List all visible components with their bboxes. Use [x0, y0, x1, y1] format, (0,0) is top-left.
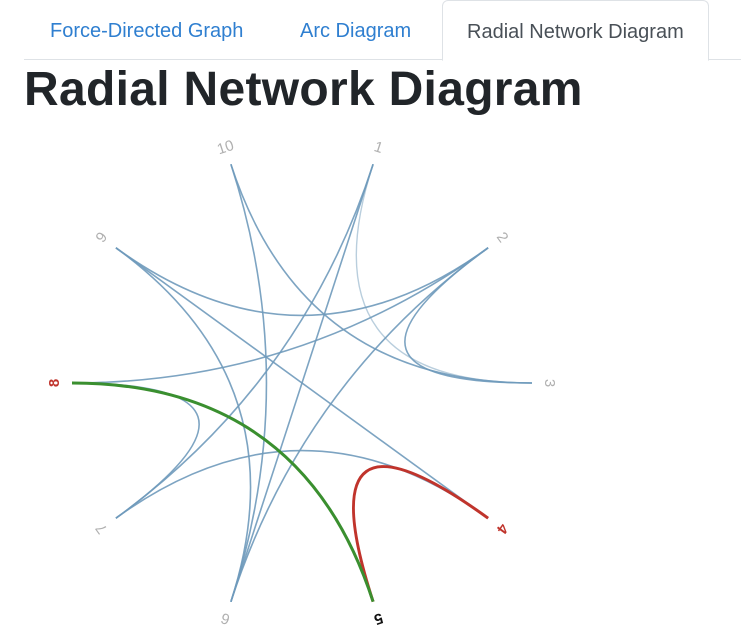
tab-arc-diagram[interactable]: Arc Diagram	[300, 20, 412, 42]
tab-bar: Force-Directed Graph Arc Diagram Radial …	[24, 0, 741, 61]
link-2-3	[404, 247, 533, 384]
link-4-7	[115, 449, 489, 519]
link-3-10	[230, 164, 533, 384]
tab-force-directed-graph[interactable]: Force-Directed Graph	[50, 20, 244, 42]
node-label-5[interactable]: 5	[372, 609, 385, 628]
link-6-10	[230, 164, 268, 602]
tab-radial-network-diagram[interactable]: Radial Network Diagram	[442, 0, 709, 61]
node-label-7[interactable]: 7	[92, 520, 111, 537]
node-label-3[interactable]: 3	[541, 379, 558, 387]
link-5-8	[71, 381, 375, 603]
link-1-3	[355, 164, 533, 384]
node-label-9[interactable]: 9	[92, 229, 111, 246]
links-group	[71, 164, 533, 603]
node-label-2[interactable]: 2	[493, 229, 512, 246]
node-label-10[interactable]: 10	[215, 137, 236, 158]
link-4-5	[351, 465, 489, 603]
node-label-8[interactable]: 8	[46, 379, 63, 387]
node-label-1[interactable]: 1	[372, 138, 385, 157]
page-title: Radial Network Diagram	[24, 63, 583, 116]
node-labels-group: 1 2 3 4 5 6 7 8 9 10	[46, 137, 558, 628]
link-4-9	[115, 247, 489, 519]
link-2-9	[115, 247, 489, 317]
link-9-6	[115, 247, 252, 602]
link-2-8	[71, 247, 489, 384]
node-label-4[interactable]: 4	[493, 520, 512, 537]
link-7-8	[71, 382, 200, 519]
node-label-6[interactable]: 6	[219, 609, 232, 628]
